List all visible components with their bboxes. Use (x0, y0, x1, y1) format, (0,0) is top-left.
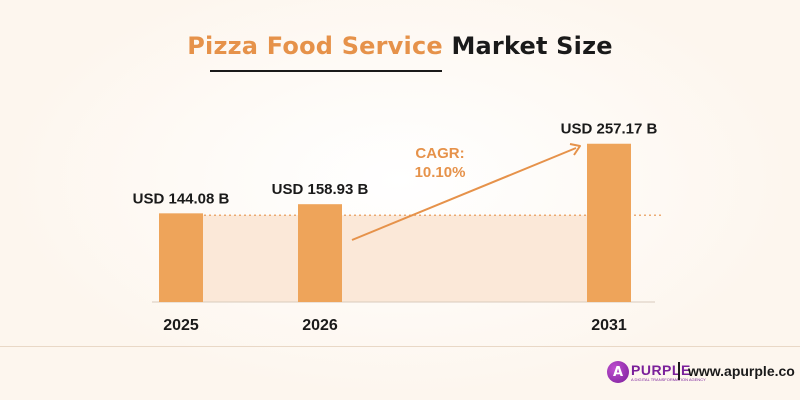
cagr-arrow-line (351, 147, 577, 241)
chart-title: Pizza Food Service Market Size (0, 32, 800, 60)
logo-wordmark: PURPLE (631, 361, 691, 378)
bar-2026 (298, 204, 342, 302)
title-rest: Market Size (451, 32, 613, 60)
data-label-2026: USD 158.93 B (272, 181, 369, 198)
x-tick-2025: 2025 (163, 317, 199, 334)
logo-tagline: A DIGITAL TRANSFORMATION AGENCY (631, 376, 706, 382)
website-link[interactable]: www.apurple.co (688, 363, 795, 379)
cagr-arrowhead (569, 143, 581, 156)
cagr-label: CAGR: (415, 145, 464, 162)
footer-separator (678, 362, 680, 380)
company-logo[interactable]: A PURPLE A DIGITAL TRANSFORMATION AGENCY (607, 360, 706, 384)
highlight-band (203, 215, 587, 302)
bar-2031 (587, 143, 631, 302)
footer-divider (0, 346, 800, 347)
bar-2025 (159, 213, 203, 302)
x-tick-2026: 2026 (302, 317, 338, 334)
logo-icon: A (607, 361, 629, 383)
x-tick-2031: 2031 (591, 317, 627, 334)
title-accent: Pizza Food Service (187, 32, 443, 60)
data-label-2025: USD 144.08 B (133, 190, 230, 207)
title-underline (210, 70, 442, 72)
data-label-2031: USD 257.17 B (561, 121, 658, 138)
cagr-value: 10.10% (415, 164, 466, 181)
bar-chart: USD 144.08 B 2025 USD 158.93 B 2026 USD 257.… (133, 121, 661, 334)
